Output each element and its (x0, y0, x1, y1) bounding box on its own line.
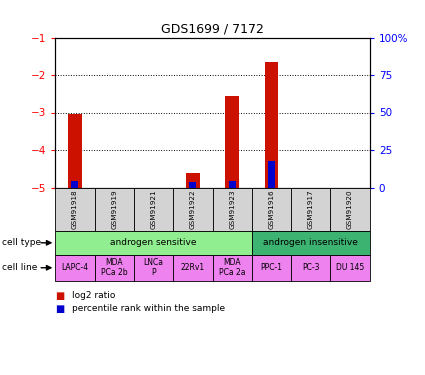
Bar (71, 181, 79, 188)
Bar (134, 255, 173, 280)
Bar (189, 182, 196, 188)
Bar (55, 188, 94, 231)
Bar (291, 255, 331, 280)
Text: percentile rank within the sample: percentile rank within the sample (72, 304, 225, 313)
Bar (268, 160, 275, 188)
Text: LNCa
P: LNCa P (144, 258, 164, 277)
Text: PC-3: PC-3 (302, 263, 320, 272)
Bar (331, 188, 370, 231)
Text: cell type: cell type (2, 238, 41, 248)
Text: 22Rv1: 22Rv1 (181, 263, 205, 272)
Text: GSM91922: GSM91922 (190, 189, 196, 229)
Text: ■: ■ (55, 304, 65, 313)
Bar (252, 255, 291, 280)
Text: MDA
PCa 2b: MDA PCa 2b (101, 258, 128, 277)
Text: GSM91920: GSM91920 (347, 189, 353, 229)
Bar (94, 188, 134, 231)
Bar (265, 62, 278, 188)
Text: PPC-1: PPC-1 (261, 263, 283, 272)
Text: cell line: cell line (2, 263, 37, 272)
Text: LAPC-4: LAPC-4 (61, 263, 88, 272)
Bar (212, 188, 252, 231)
Text: MDA
PCa 2a: MDA PCa 2a (219, 258, 245, 277)
Text: GSM91917: GSM91917 (308, 189, 314, 229)
Bar (55, 255, 94, 280)
Bar (94, 255, 134, 280)
Text: GSM91916: GSM91916 (269, 189, 275, 229)
Bar (55, 231, 252, 255)
Bar (331, 255, 370, 280)
Bar (229, 181, 236, 188)
Bar (68, 114, 82, 188)
Bar (173, 255, 212, 280)
Text: GSM91921: GSM91921 (150, 189, 156, 229)
Bar (225, 96, 239, 188)
Bar (291, 188, 331, 231)
Text: GDS1699 / 7172: GDS1699 / 7172 (161, 22, 264, 36)
Bar (252, 188, 291, 231)
Text: GSM91918: GSM91918 (72, 189, 78, 229)
Bar (186, 172, 200, 188)
Text: GSM91919: GSM91919 (111, 189, 117, 229)
Text: ■: ■ (55, 291, 65, 300)
Bar (252, 231, 370, 255)
Text: androgen insensitive: androgen insensitive (264, 238, 358, 248)
Text: DU 145: DU 145 (336, 263, 364, 272)
Text: log2 ratio: log2 ratio (72, 291, 116, 300)
Text: androgen sensitive: androgen sensitive (110, 238, 197, 248)
Text: GSM91923: GSM91923 (229, 189, 235, 229)
Bar (212, 255, 252, 280)
Bar (134, 188, 173, 231)
Bar (173, 188, 212, 231)
